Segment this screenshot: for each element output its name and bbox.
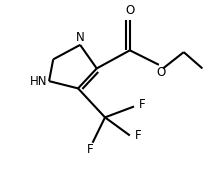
Text: O: O [156,66,165,79]
Text: F: F [87,144,94,156]
Text: F: F [139,98,146,111]
Text: HN: HN [30,75,47,88]
Text: O: O [125,4,134,17]
Text: N: N [76,31,84,44]
Text: F: F [135,129,142,142]
